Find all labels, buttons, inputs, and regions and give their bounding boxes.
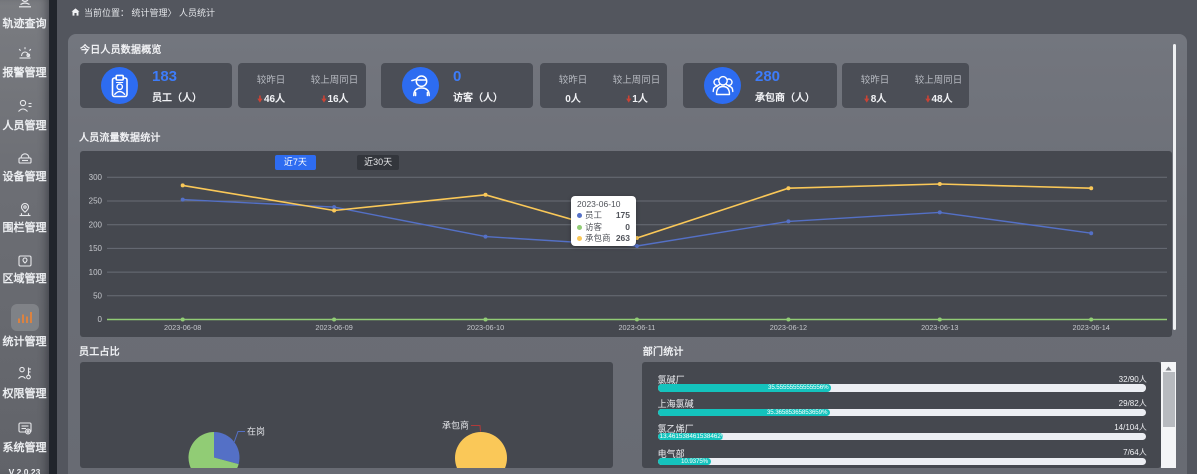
svg-text:2023-06-12: 2023-06-12	[770, 323, 807, 332]
svg-text:2023-06-11: 2023-06-11	[619, 323, 656, 332]
svg-text:0: 0	[98, 315, 103, 324]
svg-text:300: 300	[89, 173, 103, 182]
svg-text:100: 100	[89, 268, 103, 277]
svg-text:2023-06-13: 2023-06-13	[921, 323, 958, 332]
svg-text:2023-06-10: 2023-06-10	[467, 323, 504, 332]
svg-text:2023-06-08: 2023-06-08	[164, 323, 201, 332]
svg-text:150: 150	[89, 244, 103, 253]
svg-text:50: 50	[93, 292, 102, 301]
svg-text:250: 250	[89, 197, 103, 206]
svg-text:在岗: 在岗	[247, 426, 265, 437]
svg-text:2023-06-09: 2023-06-09	[315, 323, 352, 332]
svg-text:承包商: 承包商	[442, 420, 469, 431]
svg-text:200: 200	[89, 220, 103, 229]
svg-text:2023-06-14: 2023-06-14	[1073, 323, 1110, 332]
